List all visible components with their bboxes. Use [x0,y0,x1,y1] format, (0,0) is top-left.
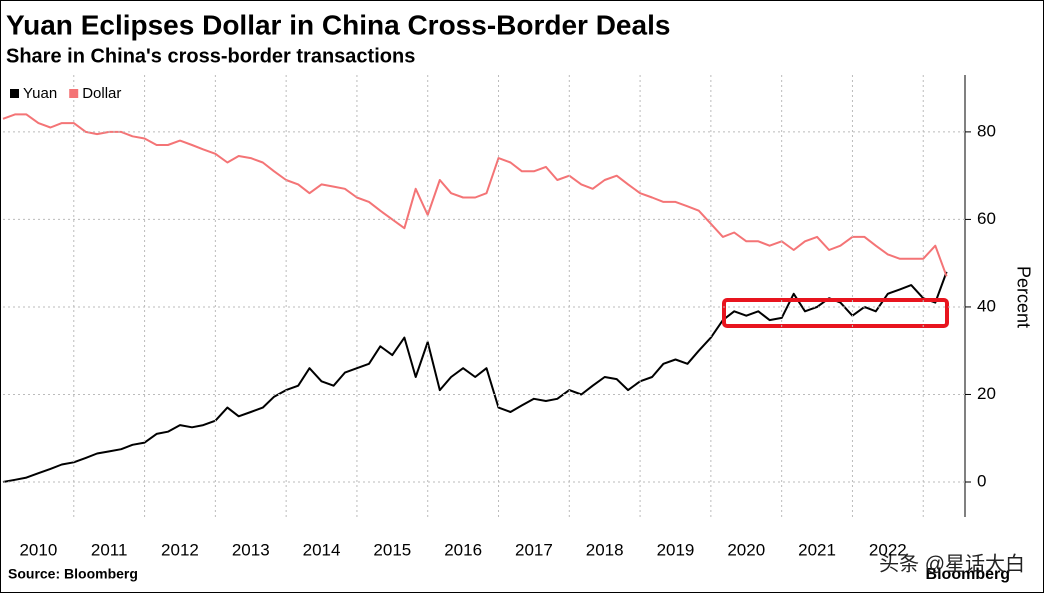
x-tick-label: 2014 [303,540,341,559]
line-series [2,113,948,277]
y-tick-label: 80 [977,121,996,140]
x-tick-label: 2016 [444,540,482,559]
x-tick-label: 2011 [91,540,128,559]
x-tick-label: 2013 [232,540,270,559]
chart-subtitle: Share in China's cross-border transactio… [6,45,415,67]
x-tick-label: 2019 [657,540,695,559]
y-tick-label: 0 [977,471,986,490]
legend-swatch [10,89,19,98]
x-tick-label: 2012 [161,540,199,559]
y-tick-label: 20 [977,384,996,403]
brand: Bloomberg [926,566,1010,583]
legend-label: Dollar [82,85,121,102]
highlight-box [722,298,949,328]
legend-label: Yuan [23,85,57,102]
legend-swatch [69,89,79,98]
y-tick-label: 40 [977,296,996,315]
x-tick-label: 2010 [19,540,57,559]
x-tick-label: 2015 [373,540,411,559]
x-tick-label: 2017 [515,540,553,559]
x-tick-label: 2020 [727,540,765,559]
chart-title: Yuan Eclipses Dollar in China Cross-Bord… [6,9,670,40]
y-tick-label: 60 [977,209,996,228]
x-tick-label: 2018 [586,540,624,559]
x-tick-label: 2021 [798,540,836,559]
watermark: 头条 @星话大白 [879,552,1025,575]
x-tick-label: 2022 [869,540,907,559]
source: Source: Bloomberg [8,566,138,582]
y-axis-label: Percent [1013,266,1033,328]
